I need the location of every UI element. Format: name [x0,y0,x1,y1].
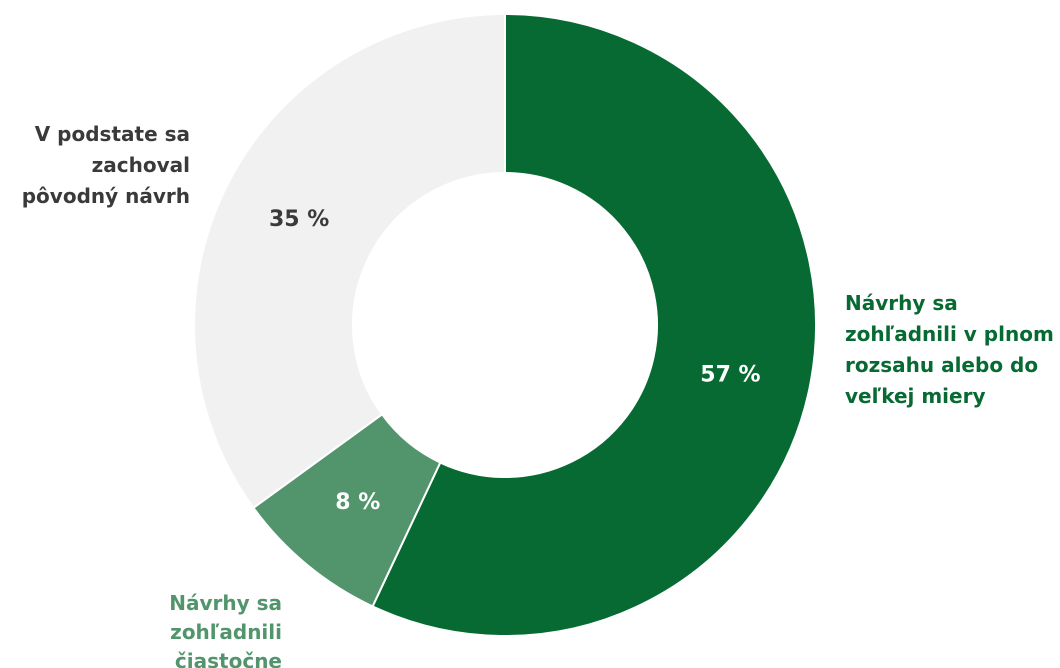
category-label-2-line-2: zohľadnili [170,620,282,644]
value-label-2: 8 % [335,490,380,515]
category-label-2-line-3: čiastočne [175,649,282,668]
category-label-3-line-3: pôvodný návrh [22,184,190,208]
value-label-3: 35 % [269,207,329,232]
category-label-1-line-4: veľkej miery [845,384,986,408]
value-labels-group: 57 % 8 % 35 % [269,207,761,515]
category-label-2: Návrhy sa zohľadnili čiastočne [169,591,282,668]
value-label-1: 57 % [700,362,760,387]
slices-group [193,12,817,637]
category-label-1-line-3: rozsahu alebo do [845,353,1038,377]
category-label-3: V podstate sa zachoval pôvodný návrh [22,122,190,208]
slice-3 [193,12,506,510]
slice-1 [371,12,817,637]
category-label-3-line-1: V podstate sa [35,122,190,146]
category-label-3-line-2: zachoval [92,153,190,177]
category-label-2-line-1: Návrhy sa [169,591,282,615]
category-labels-group: Návrhy sa zohľadnili v plnom rozsahu alebo… [22,122,1054,668]
category-label-1-line-2: zohľadnili v plnom [845,322,1054,346]
category-label-1-line-1: Návrhy sa [845,291,958,315]
category-label-1: Návrhy sa zohľadnili v plnom rozsahu alebo… [845,291,1054,408]
